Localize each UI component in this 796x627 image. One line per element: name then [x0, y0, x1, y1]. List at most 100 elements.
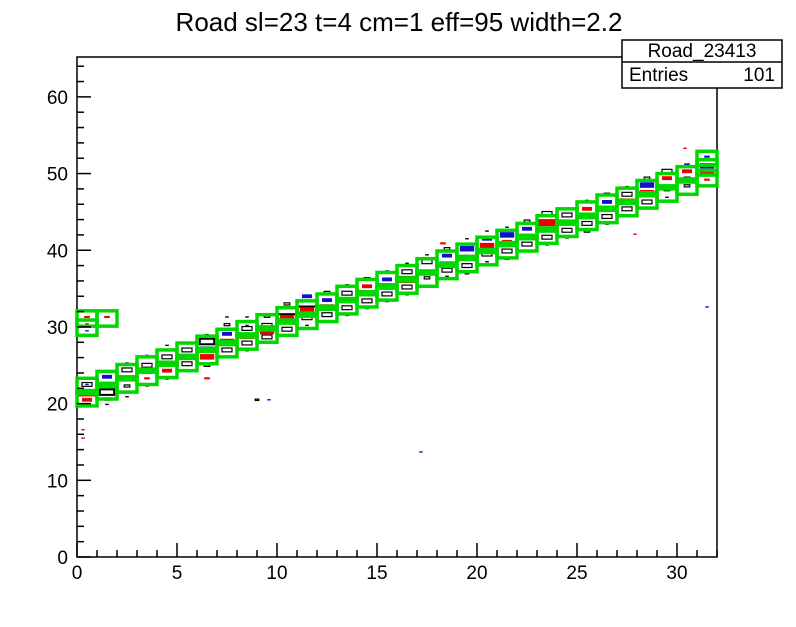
red-bin-box	[199, 354, 215, 360]
red-bin-box	[82, 397, 92, 402]
red-bin-box	[662, 176, 672, 181]
red-bin-box	[162, 368, 172, 373]
open-bin-box	[441, 267, 453, 273]
blue-bin-box	[85, 383, 89, 386]
red-bin-box	[362, 284, 372, 289]
black-bin-box	[245, 316, 249, 318]
open-bin-box	[181, 361, 193, 367]
road-window-box	[695, 168, 719, 188]
black-bin-box	[225, 316, 229, 318]
open-bin-box	[601, 213, 613, 220]
blue-bin-box	[245, 324, 249, 327]
road-window-boxes	[75, 149, 719, 408]
open-bin-box	[261, 334, 273, 340]
open-bin-box	[561, 212, 573, 218]
road-window-box	[95, 309, 119, 328]
red-bin-box	[440, 242, 446, 245]
open-bin-box	[221, 347, 233, 353]
open-bin-box	[121, 367, 133, 373]
blue-bin-box	[419, 451, 423, 453]
open-bin-box	[241, 340, 253, 346]
stats-box: Road_23413 Entries 101	[621, 39, 783, 89]
black-bin-box	[405, 262, 409, 264]
red-bin-box	[582, 206, 592, 211]
red-bin-box	[479, 242, 495, 249]
plot-frame	[76, 56, 718, 558]
blue-bin-box	[639, 182, 655, 188]
y-tick-label: 50	[47, 165, 68, 186]
open-bin-box	[198, 337, 216, 346]
x-tick-label: 20	[466, 563, 487, 584]
blue-bin-box	[684, 163, 690, 166]
open-bin-box	[461, 263, 473, 269]
red-bin-box	[633, 233, 637, 235]
plot-title: Road sl=23 t=4 cm=1 eff=95 width=2.2	[176, 7, 623, 37]
black-bin-box	[485, 230, 489, 232]
y-tick-label: 60	[47, 88, 68, 109]
blue-bin-box	[322, 298, 332, 303]
black-bin-box	[665, 196, 669, 199]
red-bin-box	[537, 219, 557, 227]
open-bin-box	[401, 284, 413, 290]
blue-bin-box	[704, 155, 710, 158]
red-bin-box	[683, 147, 687, 149]
black-bin-box	[445, 275, 449, 278]
x-tick-label: 25	[566, 563, 587, 584]
open-bin-box	[241, 325, 253, 331]
black-bin-box	[465, 238, 469, 240]
open-bin-box	[254, 398, 260, 402]
black-bin-box	[505, 226, 509, 228]
red-bin-box	[81, 429, 85, 431]
x-tick-label: 10	[266, 563, 287, 584]
open-bin-box	[581, 220, 593, 226]
blue-bin-box	[442, 253, 452, 258]
open-bin-box	[621, 206, 633, 212]
open-bin-box	[561, 227, 573, 233]
blue-bin-box	[522, 226, 532, 231]
open-bin-box	[361, 298, 373, 304]
red-bin-box	[144, 377, 150, 380]
x-tick-label: 15	[366, 563, 387, 584]
stats-histogram-name: Road_23413	[648, 41, 757, 62]
open-bin-box	[541, 234, 553, 240]
open-bin-box	[401, 269, 413, 275]
frame-border	[76, 56, 718, 558]
open-bin-box	[98, 388, 116, 396]
red-bin-box	[699, 170, 715, 176]
red-bin-box	[682, 169, 692, 174]
red-bin-box	[299, 307, 315, 313]
stats-entries-label: Entries	[629, 65, 688, 86]
black-bin-box	[425, 254, 429, 256]
blue-bin-box	[602, 200, 612, 204]
red-bin-box	[81, 437, 85, 439]
open-bin-box	[683, 184, 691, 188]
open-bin-box	[223, 322, 231, 327]
y-tick-label: 40	[47, 241, 68, 262]
road-window-box	[695, 149, 719, 167]
y-tick-label: 10	[47, 471, 68, 492]
open-bin-box	[123, 384, 131, 388]
black-bin-box	[105, 403, 109, 406]
open-bin-box	[141, 362, 153, 368]
road-window-box	[695, 158, 719, 177]
open-bin-box	[181, 347, 193, 353]
open-bin-box	[281, 326, 293, 332]
y-tick-label: 0	[57, 548, 68, 569]
blue-bin-box	[499, 232, 515, 238]
y-tick-label: 30	[47, 318, 68, 339]
blue-bin-box	[459, 245, 475, 252]
blue-bin-box	[705, 306, 709, 308]
red-bin-box	[279, 314, 295, 321]
red-bin-box	[84, 315, 90, 319]
black-bin-box	[305, 324, 309, 327]
axes: 0 5 10 15 20 25 30 0 10 20 30 40 50 60	[47, 65, 718, 584]
blue-bin-box	[222, 331, 232, 336]
blue-bin-box	[102, 374, 112, 379]
red-bin-box	[85, 323, 89, 325]
open-bin-box	[341, 305, 353, 311]
x-tick-label: 0	[72, 563, 83, 584]
x-tick-label: 30	[666, 563, 687, 584]
open-bin-box	[641, 199, 653, 205]
